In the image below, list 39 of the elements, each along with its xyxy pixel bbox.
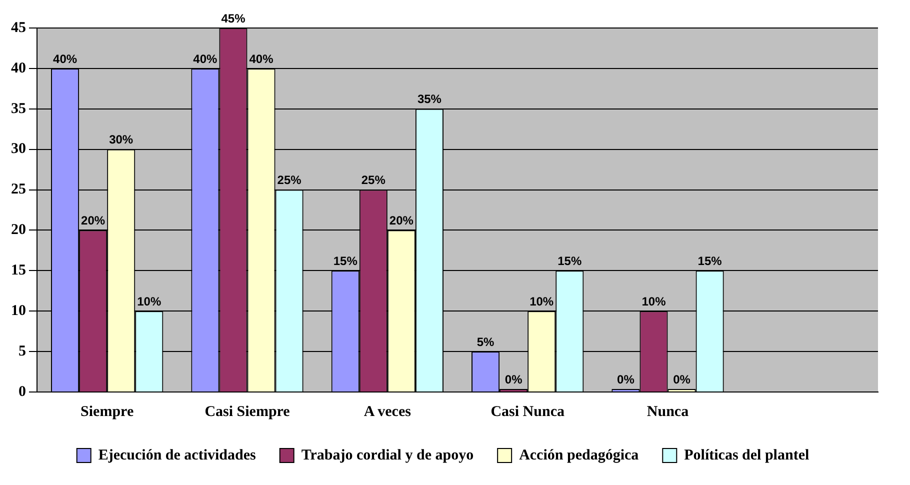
data-label: 25%: [361, 173, 386, 188]
data-label: 30%: [109, 132, 134, 147]
x-tick-label: Nunca: [646, 404, 690, 420]
data-label: 15%: [333, 254, 358, 268]
x-tick-label: Casi Siempre: [204, 404, 290, 420]
data-label: 20%: [389, 214, 414, 228]
data-label: 0%: [504, 372, 523, 386]
y-tick-label: 40: [11, 60, 26, 76]
y-tick-label: 0: [18, 384, 26, 400]
data-label: 20%: [81, 214, 106, 228]
y-tick-label: 20: [11, 222, 26, 238]
data-label: 40%: [53, 52, 78, 66]
data-label: 10%: [530, 294, 554, 308]
y-tick-label: 5: [18, 343, 26, 360]
y-tick-label: 25: [11, 182, 26, 198]
legend-label: Ejecución de actividades: [98, 447, 256, 464]
data-label: 0%: [673, 372, 691, 386]
data-label: 35%: [417, 92, 442, 106]
data-label: 15%: [558, 254, 582, 268]
data-label: 15%: [698, 254, 722, 268]
x-tick-label: A veces: [364, 404, 412, 420]
data-label: 40%: [193, 52, 218, 66]
x-tick-label: Casi Nunca: [490, 404, 565, 420]
data-label: 25%: [277, 173, 302, 188]
y-tick-label: 10: [11, 302, 26, 319]
legend-label: Acción pedagógica: [519, 447, 640, 464]
legend-label: Políticas del plantel: [684, 447, 810, 464]
y-tick-label: 35: [11, 100, 26, 117]
data-label: 0%: [617, 372, 635, 386]
x-tick-label: Siempre: [80, 404, 134, 420]
y-tick-label: 30: [11, 141, 26, 158]
data-label: 5%: [476, 334, 495, 349]
y-tick-label: 15: [11, 262, 26, 279]
data-label: 45%: [221, 11, 246, 26]
legend-label: Trabajo cordial y de apoyo: [301, 447, 474, 464]
data-label: 40%: [249, 52, 274, 66]
data-label: 10%: [137, 294, 162, 308]
y-tick-label: 45: [11, 20, 26, 36]
data-label: 10%: [642, 294, 666, 308]
